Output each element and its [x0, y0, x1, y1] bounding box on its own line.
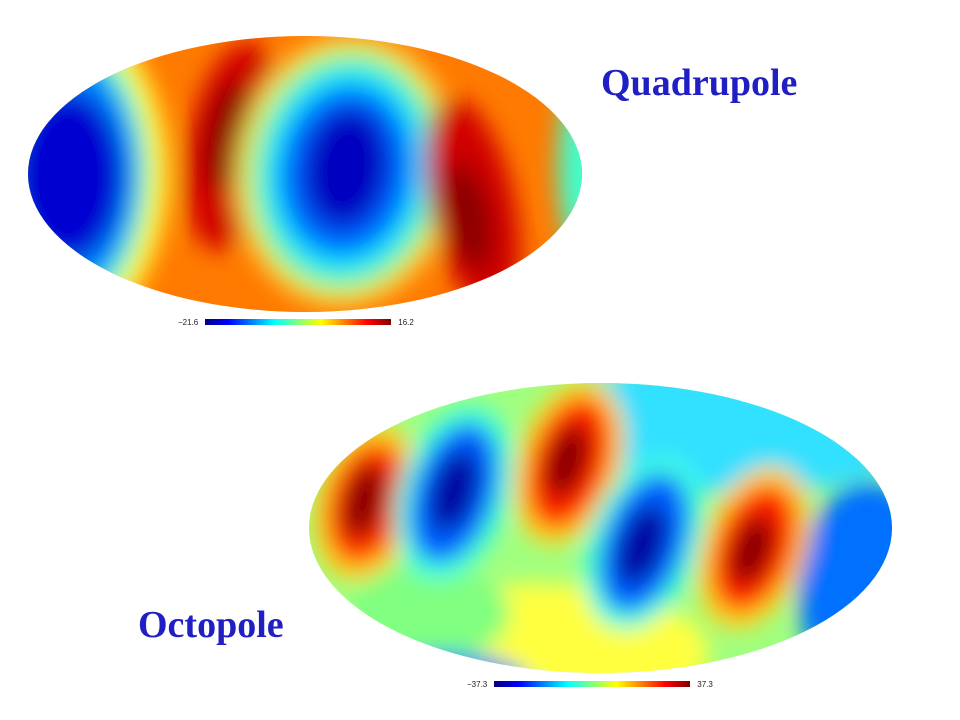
- octopole-colorbar-min: −37.3: [467, 679, 488, 689]
- octopole-colorbar: −37.3 37.3: [467, 677, 713, 691]
- quadrupole-colorbar-min: −21.6: [178, 317, 199, 327]
- octopole-colorbar-max: 37.3: [697, 679, 713, 689]
- quadrupole-colorbar-max: 16.2: [398, 317, 414, 327]
- octopole-title: Octopole: [138, 604, 284, 646]
- quadrupole-colorbar-gradient: [205, 319, 392, 325]
- quadrupole-sky-map: [28, 36, 582, 312]
- octopole-colorbar-gradient: [494, 681, 691, 687]
- quadrupole-colorbar: −21.6 16.2: [178, 315, 414, 329]
- quadrupole-title: Quadrupole: [601, 62, 798, 104]
- octopole-sky-map: [309, 383, 892, 673]
